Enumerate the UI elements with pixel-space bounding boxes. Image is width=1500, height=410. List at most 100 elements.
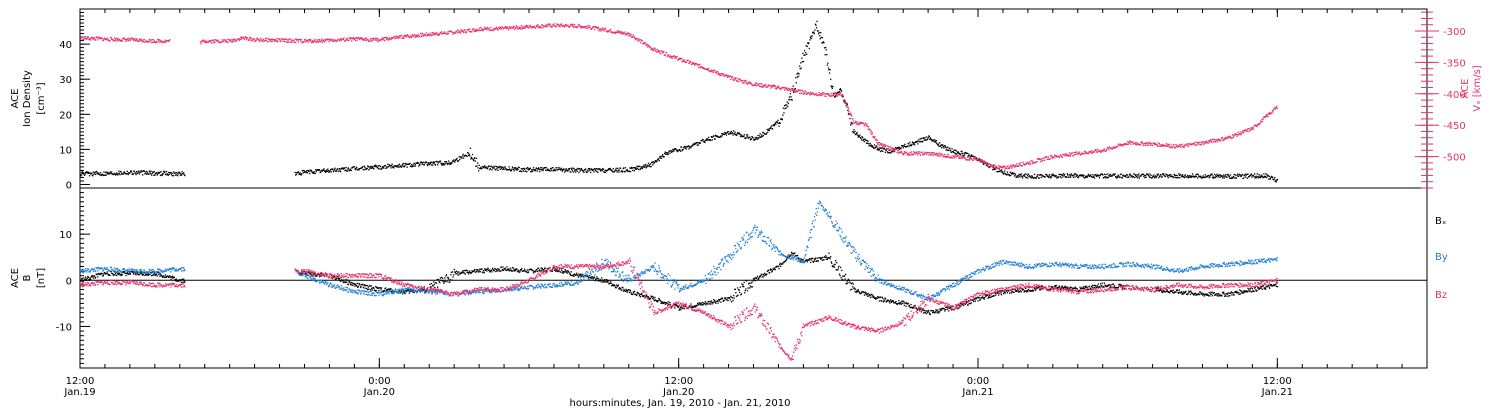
data-point <box>565 24 567 26</box>
data-point <box>1173 143 1175 146</box>
data-point <box>803 92 805 94</box>
data-point <box>756 82 758 84</box>
data-point <box>224 41 226 43</box>
data-point <box>1006 174 1008 176</box>
data-point <box>297 39 299 41</box>
data-point <box>1214 173 1216 176</box>
data-point <box>1014 173 1016 175</box>
data-point <box>891 147 893 150</box>
data-point <box>102 174 104 177</box>
data-point <box>133 273 135 275</box>
data-point <box>438 279 440 281</box>
data-point <box>1125 176 1127 178</box>
data-point <box>1117 146 1119 148</box>
data-point <box>1092 176 1094 178</box>
data-point <box>953 156 955 158</box>
data-point <box>877 143 879 145</box>
data-point <box>817 94 820 96</box>
data-point <box>430 34 432 36</box>
data-point <box>1199 175 1201 177</box>
data-point <box>611 31 613 33</box>
data-point <box>434 32 436 35</box>
data-point <box>930 139 933 141</box>
data-point <box>1088 151 1090 153</box>
data-point <box>830 95 832 98</box>
data-point <box>391 291 393 293</box>
data-point <box>929 138 931 140</box>
data-point <box>488 27 490 30</box>
data-point <box>262 38 265 40</box>
data-point <box>972 159 974 161</box>
data-point <box>405 36 408 38</box>
data-point <box>568 26 571 28</box>
data-series <box>80 20 1279 361</box>
data-point <box>1158 145 1160 147</box>
data-point <box>1031 176 1034 178</box>
data-point <box>1087 173 1090 176</box>
data-point <box>404 35 406 38</box>
data-point <box>84 173 86 175</box>
data-point <box>823 92 825 94</box>
data-point <box>842 95 844 97</box>
data-point <box>1243 177 1245 179</box>
data-point <box>534 168 536 171</box>
data-point <box>790 90 792 92</box>
data-point <box>512 267 515 269</box>
data-point <box>860 137 862 139</box>
data-point <box>159 273 162 275</box>
data-point <box>116 40 118 42</box>
data-point <box>751 136 753 138</box>
data-point <box>644 166 646 168</box>
data-point <box>861 136 863 138</box>
data-point <box>624 34 627 36</box>
data-point <box>836 92 838 94</box>
data-point <box>527 169 530 171</box>
data-point <box>454 32 456 34</box>
data-point <box>680 146 683 148</box>
data-point <box>1145 143 1147 145</box>
data-point <box>741 79 743 82</box>
data-point <box>1254 173 1256 175</box>
data-point <box>1182 145 1184 147</box>
data-point <box>906 154 908 156</box>
data-point <box>684 147 686 149</box>
data-point <box>345 169 347 171</box>
data-point <box>146 41 148 43</box>
data-point <box>414 164 417 166</box>
data-point <box>798 89 800 91</box>
data-point <box>597 27 599 30</box>
data-point <box>714 69 716 71</box>
data-point <box>1202 175 1204 177</box>
data-point <box>485 268 488 271</box>
data-point <box>134 38 136 40</box>
data-point <box>113 37 116 39</box>
data-point <box>181 171 183 173</box>
data-point <box>463 157 465 159</box>
data-point <box>351 40 353 42</box>
data-point <box>1209 139 1211 142</box>
data-point <box>749 139 751 141</box>
data-point <box>654 47 656 50</box>
data-point <box>1116 177 1118 179</box>
data-point <box>366 287 368 290</box>
data-point <box>174 278 177 281</box>
data-point <box>536 25 539 27</box>
data-point <box>1221 136 1224 139</box>
data-point <box>1159 175 1161 177</box>
data-point <box>499 270 501 272</box>
data-point <box>156 174 158 176</box>
data-point <box>1271 112 1273 115</box>
data-point <box>1170 144 1172 146</box>
data-point <box>1223 177 1225 179</box>
data-point <box>970 155 972 157</box>
data-point <box>128 272 131 274</box>
data-point <box>333 275 336 277</box>
data-point <box>672 149 674 151</box>
data-point <box>870 145 872 147</box>
data-point <box>1139 144 1142 146</box>
data-point <box>287 41 290 43</box>
data-point <box>328 41 330 43</box>
data-point <box>1027 173 1030 175</box>
data-point <box>300 40 302 42</box>
data-point <box>222 41 224 43</box>
